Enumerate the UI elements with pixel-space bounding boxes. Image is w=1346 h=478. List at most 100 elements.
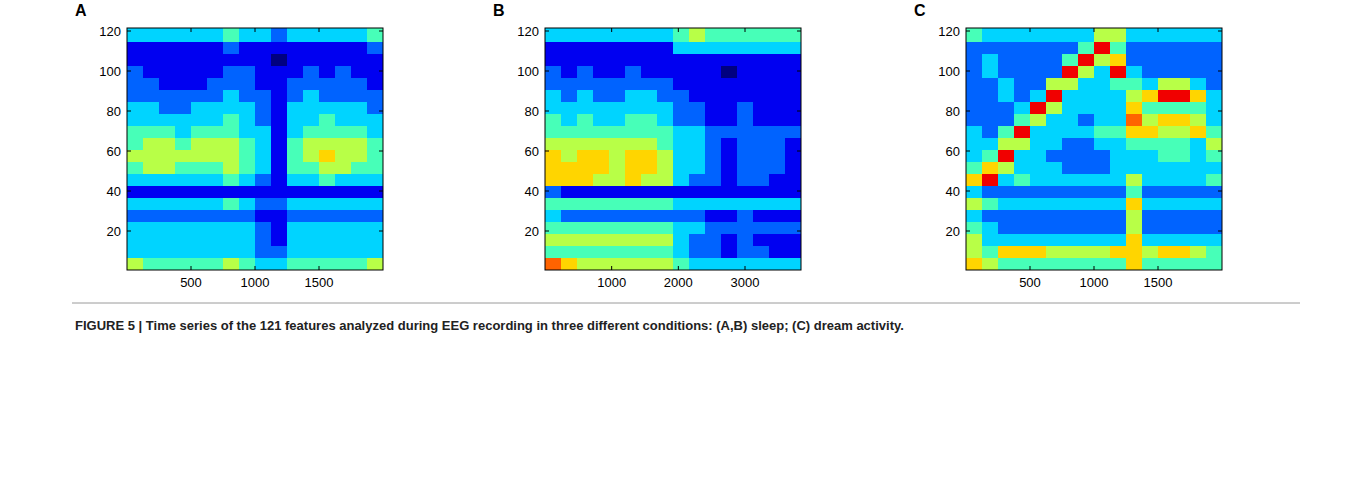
cell <box>207 222 224 235</box>
cell <box>737 246 754 259</box>
cell <box>1046 102 1063 115</box>
cell <box>1014 102 1031 115</box>
cell <box>1014 138 1031 151</box>
cell <box>721 42 738 55</box>
cell <box>966 162 983 175</box>
cell <box>545 126 562 139</box>
cell <box>641 246 658 259</box>
cell <box>1190 78 1207 91</box>
cell <box>753 126 770 139</box>
cell <box>1158 102 1175 115</box>
cell <box>785 54 801 67</box>
cell <box>753 78 770 91</box>
cell <box>998 90 1015 103</box>
y-tick <box>545 231 549 232</box>
cell <box>998 222 1015 235</box>
y-tick <box>797 191 801 192</box>
cell <box>191 234 208 247</box>
cell <box>689 90 706 103</box>
cell <box>335 78 352 91</box>
cell <box>753 90 770 103</box>
cell <box>191 54 208 67</box>
cell <box>1190 258 1207 270</box>
cell <box>303 186 320 199</box>
cell <box>673 234 690 247</box>
cell <box>335 234 352 247</box>
cell <box>1030 42 1047 55</box>
cell <box>769 66 786 79</box>
cell <box>367 222 383 235</box>
cell <box>577 150 594 163</box>
cell <box>335 174 352 187</box>
x-tick-label: 3000 <box>731 275 760 290</box>
cell <box>705 28 722 43</box>
cell <box>641 198 658 211</box>
cell <box>319 246 336 259</box>
x-tick-label: 1000 <box>1080 275 1109 290</box>
cell <box>1174 234 1191 247</box>
cell <box>1062 246 1079 259</box>
cell <box>705 66 722 79</box>
cell <box>641 126 658 139</box>
cell <box>1110 28 1127 43</box>
cell <box>1206 198 1222 211</box>
y-tick <box>127 111 131 112</box>
cell <box>303 246 320 259</box>
cell <box>625 42 642 55</box>
cell <box>335 90 352 103</box>
cell <box>1190 102 1207 115</box>
cell <box>143 114 160 127</box>
cell <box>1046 234 1063 247</box>
cell <box>966 102 983 115</box>
cell <box>593 198 610 211</box>
cell <box>577 174 594 187</box>
cell <box>319 258 336 270</box>
cell <box>705 114 722 127</box>
cell <box>1078 258 1095 270</box>
cell <box>1190 42 1207 55</box>
cell <box>143 258 160 270</box>
cell <box>1094 90 1111 103</box>
cell <box>657 246 674 259</box>
cell <box>287 246 304 259</box>
cell <box>1062 102 1079 115</box>
cell <box>1014 174 1031 187</box>
cell <box>255 126 272 139</box>
cell <box>1206 28 1222 43</box>
y-tick <box>966 71 970 72</box>
cell <box>1142 174 1159 187</box>
cell <box>721 246 738 259</box>
cell <box>641 222 658 235</box>
cell <box>1030 174 1047 187</box>
cell <box>1206 222 1222 235</box>
cell <box>966 90 983 103</box>
cell <box>705 78 722 91</box>
cell <box>1142 126 1159 139</box>
cell <box>966 28 983 43</box>
cell <box>1078 66 1095 79</box>
cell <box>335 66 352 79</box>
x-tick-label: 1000 <box>597 275 626 290</box>
cell <box>271 66 288 79</box>
cell <box>1206 258 1222 270</box>
cell <box>1206 66 1222 79</box>
cell <box>1174 114 1191 127</box>
cell <box>191 210 208 223</box>
cell <box>351 222 368 235</box>
cell <box>1206 114 1222 127</box>
cell <box>271 54 288 67</box>
cell <box>593 222 610 235</box>
cell <box>303 234 320 247</box>
cell <box>561 126 578 139</box>
cell <box>769 198 786 211</box>
cell <box>769 114 786 127</box>
cell <box>998 126 1015 139</box>
cell <box>335 246 352 259</box>
cell <box>207 28 224 43</box>
cell <box>335 114 352 127</box>
cell <box>998 150 1015 163</box>
cell <box>1158 90 1175 103</box>
cell <box>303 28 320 43</box>
cell <box>319 162 336 175</box>
cell <box>159 66 176 79</box>
